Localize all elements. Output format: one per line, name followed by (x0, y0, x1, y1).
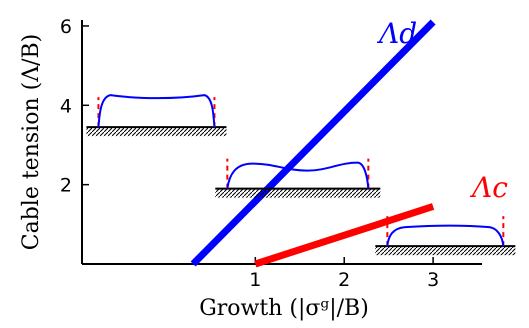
x-tick-label: 3 (427, 269, 439, 291)
series-label-lambda-d: Λd (376, 17, 417, 50)
inset-profile (226, 161, 370, 189)
y-tick-label: 2 (60, 175, 72, 197)
substrate-hatch (375, 246, 516, 256)
inset-profile (97, 94, 216, 128)
series-layer (190, 19, 436, 268)
inset-schematic-3 (375, 216, 516, 256)
series-label-lambda-c: Λc (469, 171, 508, 204)
series-line-lambda-d (190, 19, 436, 267)
y-tick-label: 4 (60, 95, 72, 117)
series-line-lambda-c (254, 203, 435, 268)
substrate-hatch (86, 127, 227, 137)
y-axis-title: Cable tension (Λ/B) (19, 34, 44, 250)
x-tick-label: 2 (338, 269, 350, 291)
y-tick-label: 6 (60, 16, 72, 38)
tick-layer: 1 2 3 2 4 6 (60, 16, 439, 291)
x-axis-title: Growth (|σᵍ|/B) (199, 296, 369, 321)
substrate-hatch (215, 188, 381, 198)
inset-profile (386, 224, 505, 247)
inset-layer (86, 94, 516, 256)
x-tick-label: 1 (249, 269, 261, 291)
inset-schematic-1 (86, 94, 227, 137)
inset-schematic-2 (215, 158, 381, 198)
